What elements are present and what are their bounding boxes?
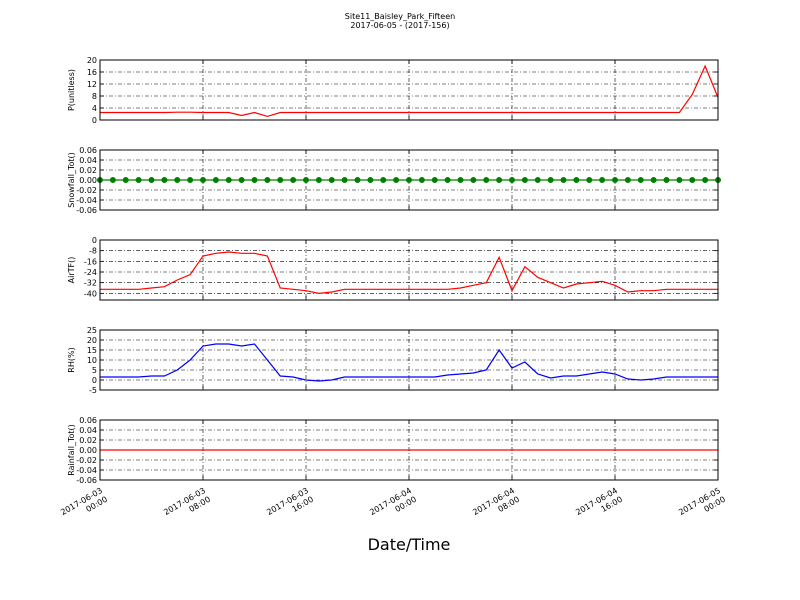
y-tick-label: 20 <box>87 336 97 345</box>
marker <box>303 177 309 183</box>
y-tick-label: 0.02 <box>79 166 97 175</box>
marker <box>354 177 361 183</box>
marker <box>251 177 258 183</box>
y-tick-label: -16 <box>84 257 97 266</box>
marker <box>509 177 515 183</box>
y-tick-label: 0.02 <box>79 436 97 445</box>
y-axis-label: P(unitless) <box>67 69 76 111</box>
y-axis-label: Snowfall_Tot() <box>67 152 76 208</box>
marker <box>496 177 503 183</box>
axes-frame <box>99 419 719 481</box>
y-tick-label: -40 <box>84 289 97 298</box>
y-tick-label: 0.06 <box>79 146 97 155</box>
marker <box>547 177 554 183</box>
y-tick-label: -0.04 <box>76 466 97 475</box>
series-line <box>100 343 718 382</box>
marker <box>187 177 194 183</box>
marker <box>264 177 271 183</box>
y-tick-label: 4 <box>92 104 97 113</box>
marker <box>380 177 387 183</box>
y-tick-label: 0 <box>92 376 97 385</box>
marker <box>161 177 168 183</box>
marker <box>225 177 232 183</box>
marker <box>328 177 335 183</box>
y-tick-label: 0.06 <box>79 416 97 425</box>
y-tick-label: -5 <box>89 386 97 395</box>
marker <box>290 177 297 183</box>
y-tick-label: 12 <box>87 80 97 89</box>
y-tick-label: 0 <box>92 236 97 245</box>
y-tick-label: 0.04 <box>79 156 97 165</box>
marker <box>702 177 709 183</box>
y-axis-label: AirTF() <box>67 257 76 284</box>
marker <box>367 177 374 183</box>
marker <box>174 177 181 183</box>
y-tick-label: 0.00 <box>79 176 97 185</box>
y-axis-label: Rainfall_Tot() <box>67 424 76 476</box>
x-axis-label: Date/Time <box>368 535 451 554</box>
marker <box>431 177 438 183</box>
marker <box>483 177 490 183</box>
y-tick-label: 20 <box>87 56 97 65</box>
marker <box>470 177 477 183</box>
marker <box>122 177 129 183</box>
marker <box>676 177 683 183</box>
marker <box>599 177 606 183</box>
marker <box>573 177 580 183</box>
marker <box>341 177 348 183</box>
y-tick-label: 15 <box>87 346 97 355</box>
axes-frame <box>99 149 719 211</box>
axes-frame <box>99 59 719 121</box>
chart-subtitle: 2017-06-05 - (2017-156) <box>350 21 449 30</box>
y-tick-label: 0 <box>92 116 97 125</box>
marker <box>212 177 219 183</box>
marker <box>238 177 245 183</box>
marker <box>200 177 206 183</box>
y-tick-label: 5 <box>92 366 97 375</box>
y-axis-label: RH(%) <box>67 347 76 372</box>
y-tick-label: -8 <box>89 247 97 256</box>
marker <box>637 177 644 183</box>
y-tick-label: -0.02 <box>76 186 97 195</box>
marker <box>534 177 541 183</box>
marker <box>444 177 451 183</box>
marker <box>277 177 284 183</box>
marker <box>457 177 464 183</box>
axes-frame <box>99 239 719 301</box>
marker <box>418 177 425 183</box>
series-line <box>100 251 718 294</box>
marker <box>148 177 155 183</box>
y-tick-label: 0.00 <box>79 446 97 455</box>
marker <box>109 177 116 183</box>
marker <box>624 177 631 183</box>
marker <box>560 177 567 183</box>
marker <box>586 177 593 183</box>
marker <box>406 177 412 183</box>
y-tick-label: 16 <box>87 68 97 77</box>
y-tick-label: -0.06 <box>76 476 97 485</box>
y-tick-label: -24 <box>84 268 97 277</box>
marker <box>612 177 618 183</box>
y-tick-label: -0.04 <box>76 196 97 205</box>
series-line <box>100 64 719 118</box>
y-tick-label: 8 <box>92 92 97 101</box>
marker <box>650 177 657 183</box>
marker <box>663 177 670 183</box>
y-tick-label: -0.02 <box>76 456 97 465</box>
y-tick-label: 10 <box>87 356 97 365</box>
marker <box>689 177 696 183</box>
y-tick-label: 0.04 <box>79 426 97 435</box>
y-tick-label: -32 <box>84 279 97 288</box>
marker <box>521 177 528 183</box>
axes-frame <box>99 329 719 391</box>
chart-title: Site11_Baisley_Park_Fifteen <box>345 12 455 21</box>
marker <box>135 177 142 183</box>
y-tick-label: -0.06 <box>76 206 97 215</box>
y-tick-label: 25 <box>87 326 97 335</box>
marker <box>393 177 400 183</box>
marker <box>315 177 322 183</box>
